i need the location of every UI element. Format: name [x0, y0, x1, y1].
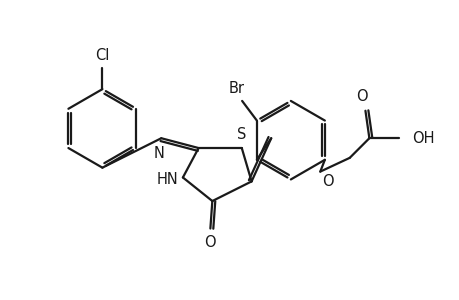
Text: O: O: [322, 174, 333, 189]
Text: Br: Br: [228, 81, 244, 96]
Text: O: O: [355, 89, 367, 104]
Text: OH: OH: [412, 131, 434, 146]
Text: O: O: [204, 235, 216, 250]
Text: Cl: Cl: [95, 48, 109, 63]
Text: HN: HN: [156, 172, 178, 187]
Text: N: N: [154, 146, 164, 161]
Text: S: S: [236, 127, 246, 142]
